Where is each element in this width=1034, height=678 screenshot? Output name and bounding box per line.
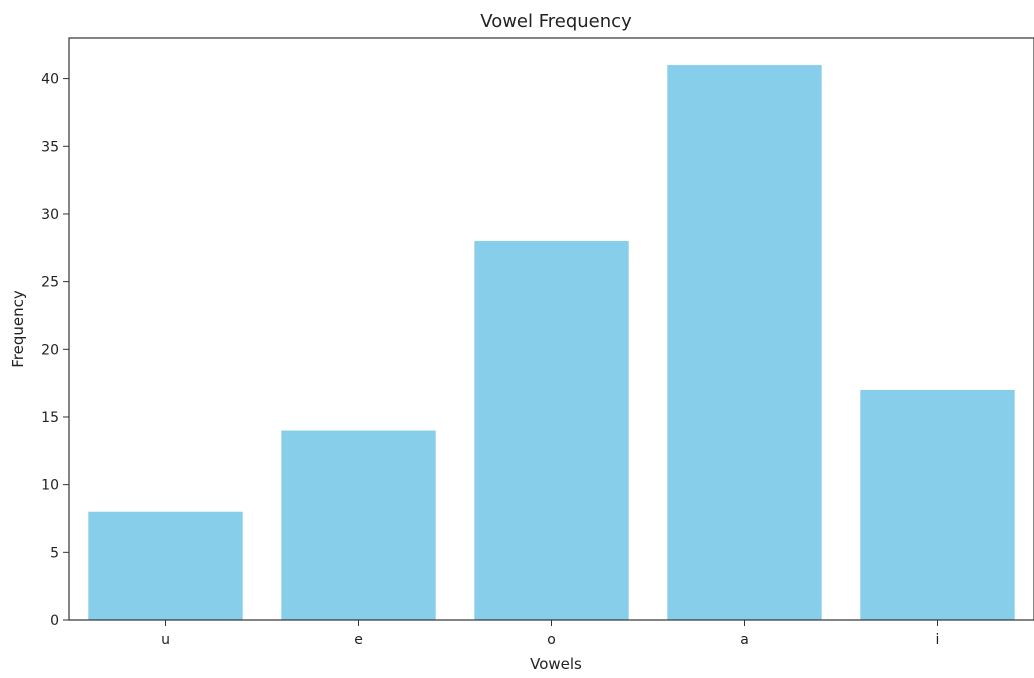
- y-tick-label: 30: [41, 207, 59, 223]
- bar-e: [281, 430, 436, 620]
- y-tick-label: 35: [41, 139, 59, 155]
- y-tick-label: 5: [50, 545, 59, 561]
- y-tick-label: 0: [50, 613, 59, 629]
- x-tick-label: a: [740, 632, 749, 648]
- plot-frame: [68, 37, 1034, 621]
- x-tick-label: i: [936, 632, 940, 648]
- x-tick-label: u: [161, 632, 170, 648]
- y-tick-label: 10: [41, 478, 59, 494]
- y-tick-label: 25: [41, 275, 59, 291]
- bar-o: [474, 241, 629, 620]
- ticks-layer: u e o a i 0 5 10 15 20 25 30 35 40: [41, 72, 939, 648]
- bar-i: [860, 389, 1015, 620]
- y-tick-label: 15: [41, 410, 59, 426]
- x-axis-title: Vowels: [530, 655, 582, 673]
- y-tick-label: 20: [41, 342, 59, 358]
- bars-layer: [88, 65, 1015, 621]
- chart-title: Vowel Frequency: [480, 11, 632, 32]
- bar-a: [667, 65, 822, 621]
- y-axis-title: Frequency: [9, 290, 27, 368]
- x-tick-label: o: [547, 632, 556, 648]
- y-tick-label: 40: [41, 72, 59, 88]
- x-tick-label: e: [354, 632, 363, 648]
- bar-u: [88, 511, 243, 620]
